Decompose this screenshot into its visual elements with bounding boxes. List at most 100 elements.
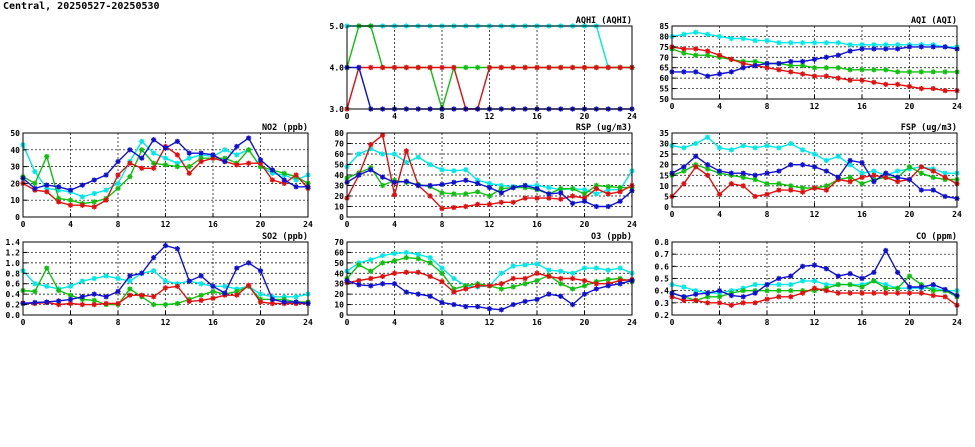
data-point [570, 286, 576, 292]
data-point [475, 201, 481, 207]
data-point [570, 64, 576, 71]
data-point [930, 281, 936, 288]
y-tick-label: 0 [339, 213, 344, 222]
data-point [800, 162, 806, 168]
data-point [32, 281, 38, 287]
data-point [930, 288, 936, 294]
data-point [764, 288, 770, 294]
data-point [546, 291, 552, 297]
data-point [895, 69, 901, 75]
data-point [728, 170, 734, 176]
x-tick-label: 16 [532, 112, 542, 121]
data-point [103, 294, 109, 300]
data-point [581, 191, 588, 197]
data-point [534, 261, 540, 267]
data-point [269, 167, 275, 173]
data-point [788, 69, 794, 75]
data-point [558, 186, 564, 192]
x-tick-label: 16 [857, 102, 867, 111]
data-point [79, 278, 85, 284]
data-point [498, 286, 504, 292]
data-point [427, 193, 433, 199]
data-point [32, 288, 38, 295]
data-point [716, 300, 723, 306]
data-point [764, 38, 770, 44]
data-point [56, 184, 62, 190]
data-point [835, 75, 841, 81]
x-tick-label: 16 [857, 210, 867, 219]
data-point [403, 249, 409, 256]
data-point [56, 301, 62, 308]
data-point [151, 150, 157, 156]
y-tick-label: 10 [334, 203, 344, 212]
data-point [391, 270, 398, 276]
chart-title: SO2 (ppb) [262, 232, 308, 242]
x-tick-label: 0 [345, 220, 350, 229]
data-point [127, 174, 133, 180]
data-point [162, 278, 169, 284]
data-point [918, 290, 924, 296]
data-point [486, 64, 493, 71]
x-tick-label: 0 [670, 210, 675, 219]
data-point [847, 174, 853, 180]
data-point [186, 170, 192, 176]
y-tick-label: 55 [659, 85, 669, 94]
y-tick-label: 5 [664, 192, 669, 201]
data-point [391, 258, 398, 264]
data-point [581, 265, 588, 271]
data-point [811, 164, 818, 170]
data-point [510, 301, 516, 308]
data-point [391, 192, 398, 198]
data-point [139, 292, 145, 298]
data-point [823, 281, 829, 288]
x-tick-label: 8 [765, 102, 770, 111]
data-point [546, 273, 552, 280]
x-tick-label: 20 [580, 318, 590, 327]
y-tick-label: 30 [334, 280, 344, 289]
data-point [918, 85, 924, 92]
data-point [486, 193, 493, 199]
data-point [942, 69, 948, 75]
data-point [847, 157, 853, 164]
chart-title: RSP (ug/m3) [576, 123, 632, 133]
data-point [451, 289, 457, 295]
data-point [823, 54, 829, 60]
data-point [570, 275, 576, 282]
data-point [391, 281, 398, 287]
data-point [269, 300, 275, 307]
data-point [510, 199, 516, 205]
y-tick-label: 40 [10, 146, 20, 155]
data-point [79, 202, 85, 208]
data-point [871, 42, 877, 48]
data-point [895, 179, 901, 185]
x-tick-label: 12 [810, 102, 820, 111]
data-point [174, 246, 180, 252]
data-point [380, 252, 386, 259]
data-point [716, 191, 723, 197]
data-point [281, 177, 287, 183]
data-point [681, 145, 687, 151]
data-point [151, 160, 157, 166]
data-point [906, 284, 913, 290]
data-point [79, 294, 85, 300]
data-point [918, 187, 924, 193]
data-point [776, 294, 782, 300]
data-point [593, 203, 599, 210]
data-point [942, 193, 948, 200]
data-point [558, 268, 564, 274]
data-point [776, 145, 782, 151]
data-point [368, 275, 374, 282]
data-point [162, 162, 169, 168]
data-point [906, 69, 913, 75]
data-point [811, 278, 818, 284]
data-point [522, 64, 528, 71]
data-point [776, 187, 782, 193]
data-point [752, 63, 758, 69]
data-point [776, 288, 782, 294]
data-point [439, 299, 445, 306]
data-point [942, 88, 948, 94]
data-point [693, 52, 699, 58]
data-point [162, 301, 169, 308]
data-point [222, 290, 228, 296]
